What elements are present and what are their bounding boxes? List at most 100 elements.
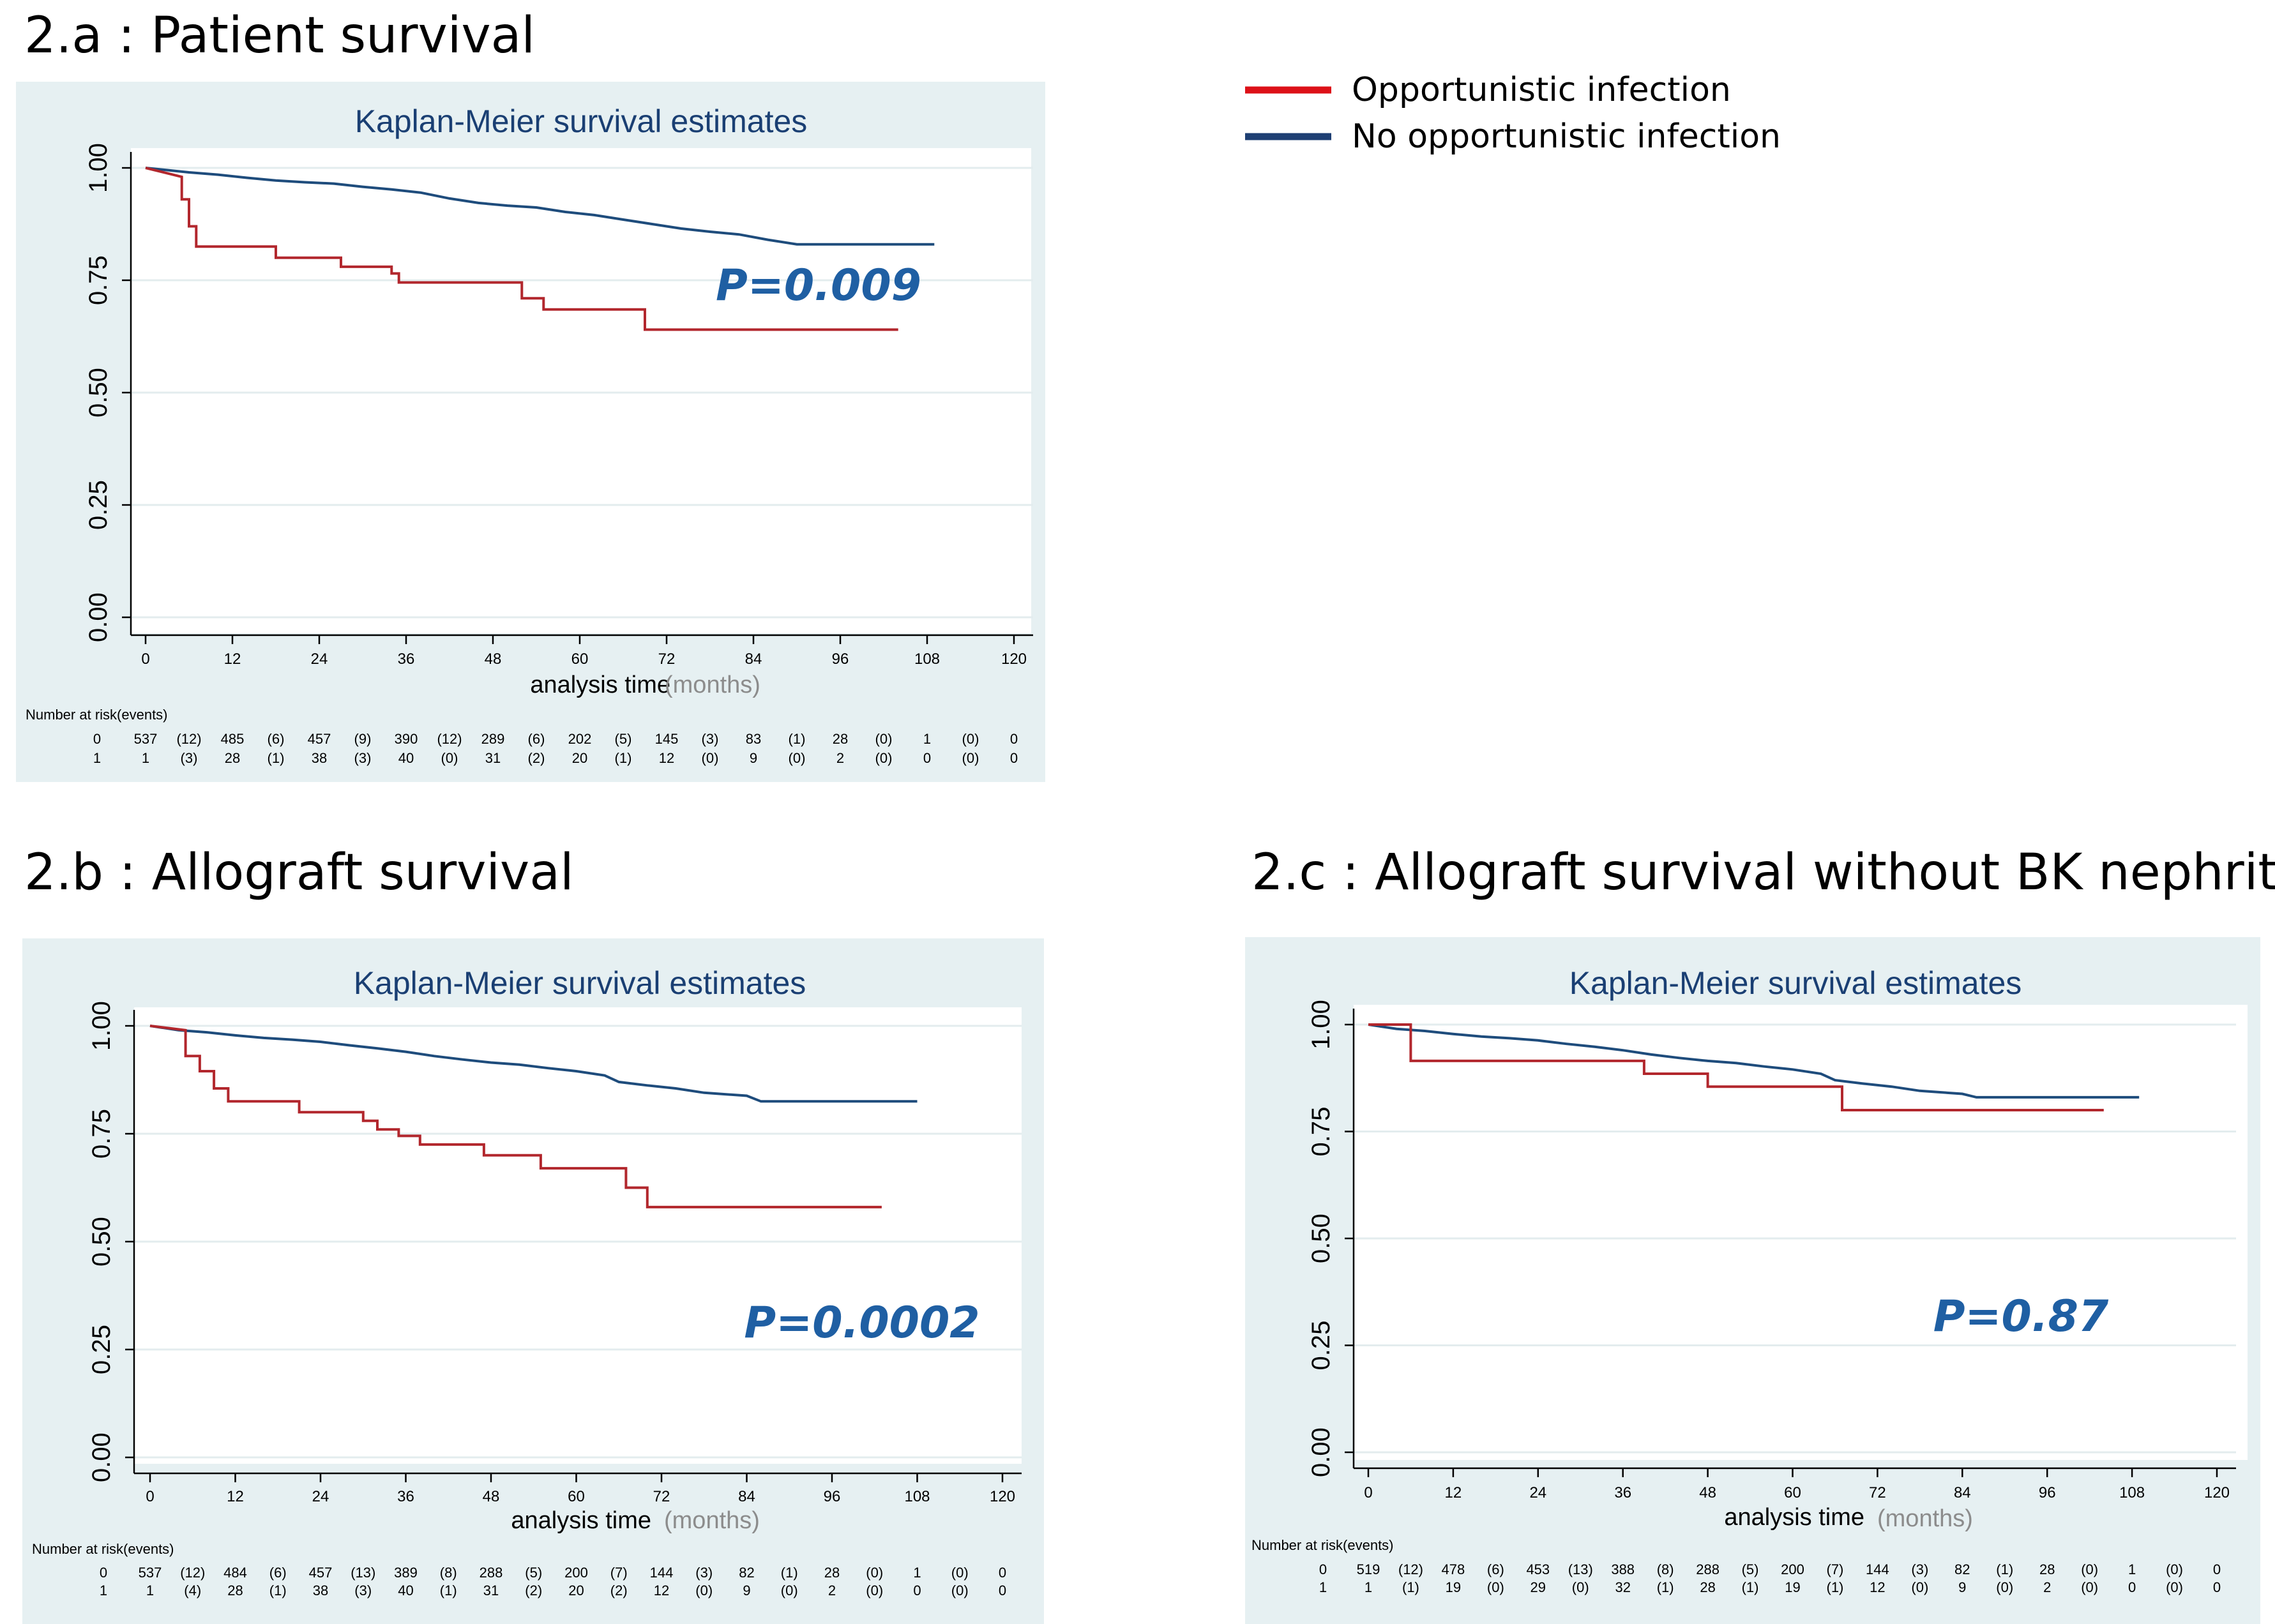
risk-table-cell: 31: [485, 750, 501, 766]
risk-table-cell: 1: [1364, 1579, 1372, 1595]
risk-table-cell: (0): [875, 750, 893, 766]
risk-table-cell: 537: [139, 1565, 162, 1581]
risk-table-cell: 0: [923, 750, 931, 766]
risk-table-cell: 83: [746, 731, 761, 747]
risk-table-cell: (0): [866, 1565, 883, 1581]
risk-table-cell: (6): [268, 731, 285, 747]
x-tick-label: 36: [397, 1488, 414, 1505]
x-axis-label: analysis time: [530, 672, 670, 698]
x-tick-label: 48: [1699, 1484, 1716, 1501]
risk-table-cell: (1): [1402, 1579, 1419, 1595]
risk-table-cell: (3): [181, 750, 198, 766]
risk-table-cell: (0): [2081, 1579, 2098, 1595]
risk-table-cell: 0: [2213, 1561, 2221, 1577]
risk-table-cell: 1: [100, 1583, 107, 1598]
risk-table-cell: (0): [951, 1565, 969, 1581]
risk-table-cell: (0): [875, 731, 893, 747]
risk-table-cell: 0: [913, 1583, 921, 1598]
risk-table-cell: (0): [1996, 1579, 2013, 1595]
risk-table-cell: (7): [610, 1565, 628, 1581]
risk-table-cell: (3): [1911, 1561, 1928, 1577]
x-tick-label: 108: [914, 650, 940, 668]
y-tick-label: 1.00: [1307, 1000, 1335, 1049]
x-tick-label: 0: [146, 1488, 154, 1505]
risk-table-cell: 12: [654, 1583, 669, 1598]
y-tick-label: 1.00: [84, 143, 112, 193]
risk-table-cell: (0): [2166, 1579, 2183, 1595]
risk-table-cell: 9: [750, 750, 757, 766]
x-tick-label: 96: [832, 650, 849, 668]
risk-table-cell: (0): [951, 1583, 969, 1598]
risk-table-cell: (1): [615, 750, 632, 766]
risk-table-cell: (8): [1657, 1561, 1674, 1577]
x-axis-unit: (months): [664, 1507, 760, 1534]
risk-table-cell: 144: [650, 1565, 674, 1581]
y-tick-label: 0.50: [87, 1217, 116, 1267]
risk-table-cell: 1: [1319, 1579, 1327, 1595]
risk-table-cell: (1): [269, 1583, 287, 1598]
x-tick-label: 108: [2119, 1484, 2145, 1501]
risk-table-cell: (4): [184, 1583, 201, 1598]
risk-table-cell: 485: [221, 731, 245, 747]
risk-table-cell: 288: [1696, 1561, 1719, 1577]
chart-allograft-survival: Kaplan-Meier survival estimates 0.00 0.25…: [22, 938, 1044, 1624]
risk-table-cell: 2: [836, 750, 844, 766]
risk-table-cell: 38: [312, 750, 327, 766]
x-tick-label: 24: [312, 1488, 329, 1505]
risk-table-cell: 1: [2128, 1561, 2136, 1577]
plot-area: [134, 1007, 1022, 1464]
risk-table-cell: (3): [354, 1583, 372, 1598]
risk-table-cell: (2): [610, 1583, 628, 1598]
series-no-opportunistic-infection: [149, 1025, 918, 1103]
risk-table-cell: 12: [1870, 1579, 1885, 1595]
x-tick-label: 12: [224, 650, 241, 668]
p-value: P=0.0002: [744, 1298, 979, 1348]
y-tick-label: 0.75: [87, 1109, 116, 1159]
chart-title: Kaplan-Meier survival estimates: [1569, 965, 2022, 1001]
risk-table-cell: (5): [1742, 1561, 1759, 1577]
x-tick-label: 24: [1529, 1484, 1546, 1501]
y-tick-label: 1.00: [87, 1001, 116, 1051]
x-tick-label: 48: [485, 650, 502, 668]
risk-table-cell: 457: [308, 731, 331, 747]
risk-table-cell: (1): [1996, 1561, 2013, 1577]
risk-table-cell: 1: [146, 1583, 154, 1598]
y-tick-label: 0.75: [84, 255, 112, 305]
y-tick-label: 0.50: [84, 368, 112, 417]
risk-table-cell: 28: [1700, 1579, 1715, 1595]
risk-table-cell: 9: [1958, 1579, 1966, 1595]
risk-table-cell: (0): [2166, 1561, 2183, 1577]
chart-title: Kaplan-Meier survival estimates: [355, 103, 808, 139]
x-tick-label: 120: [2204, 1484, 2230, 1501]
risk-table-cell: (0): [866, 1583, 883, 1598]
plot-area: [131, 148, 1031, 633]
y-tick-label: 0.25: [84, 480, 112, 530]
risk-table-cell: (12): [1398, 1561, 1423, 1577]
risk-table-cell: (8): [440, 1565, 457, 1581]
risk-table-cell: 40: [398, 750, 414, 766]
risk-table-cell: (6): [1487, 1561, 1504, 1577]
risk-table-cell: 28: [824, 1565, 840, 1581]
risk-table-cell: (0): [1911, 1579, 1928, 1595]
x-tick-label: 96: [824, 1488, 841, 1505]
risk-table-cell: 0: [1319, 1561, 1327, 1577]
risk-table-cell: 19: [1446, 1579, 1461, 1595]
risk-table-cell: (0): [2081, 1561, 2098, 1577]
x-tick-label: 96: [2039, 1484, 2056, 1501]
risk-table-cell: 28: [833, 731, 848, 747]
risk-table-cell: (0): [1572, 1579, 1589, 1595]
risk-table-cell: (9): [354, 731, 372, 747]
risk-table-cell: 2: [828, 1583, 836, 1598]
p-value: P=0.009: [716, 260, 921, 311]
risk-table-cell: (7): [1827, 1561, 1844, 1577]
risk-table-cell: 82: [1954, 1561, 1970, 1577]
risk-table-cell: 38: [313, 1583, 328, 1598]
x-tick-label: 120: [990, 1488, 1015, 1505]
x-tick-label: 0: [141, 650, 149, 668]
risk-table-cell: (13): [351, 1565, 375, 1581]
series-opportunistic-infection: [1368, 1023, 2104, 1111]
risk-table-cell: 29: [1531, 1579, 1546, 1595]
risk-table-cell: 9: [743, 1583, 750, 1598]
y-tick-label: 0.25: [1307, 1321, 1335, 1371]
risk-table-cell: 478: [1442, 1561, 1465, 1577]
